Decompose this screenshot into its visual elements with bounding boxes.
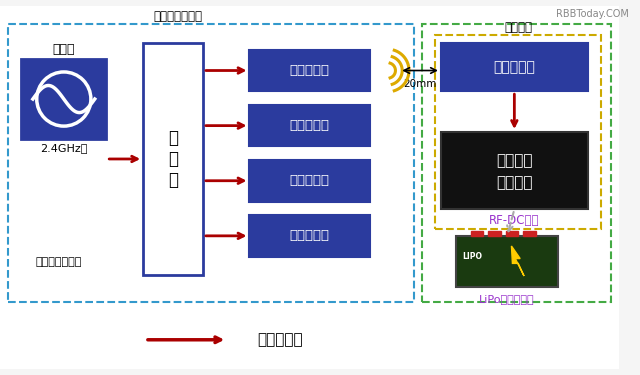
Text: ユニット: ユニット (496, 175, 532, 190)
Text: LIPO: LIPO (462, 252, 482, 261)
Bar (250, 105, 371, 146)
Bar (250, 160, 371, 201)
Text: 送電結合器: 送電結合器 (290, 64, 330, 77)
Text: RBBToday.COM: RBBToday.COM (556, 9, 629, 19)
Bar (488, 231, 501, 236)
Text: 受電結合器: 受電結合器 (493, 60, 535, 74)
Text: LiPoバッテリー: LiPoバッテリー (479, 294, 535, 304)
Text: 送電結合器: 送電結合器 (290, 119, 330, 132)
Bar (435, 35, 602, 229)
Text: バッテリー駆動: バッテリー駆動 (36, 257, 82, 267)
Bar (523, 231, 536, 236)
Polygon shape (511, 246, 524, 276)
Text: マイクロ波: マイクロ波 (257, 332, 303, 347)
Bar (8, 24, 414, 302)
Text: 整流回路: 整流回路 (496, 153, 532, 168)
Bar (506, 231, 518, 236)
Bar (456, 236, 558, 286)
Text: RF-DC変換: RF-DC変換 (489, 214, 540, 227)
Text: 2.4GHz帯: 2.4GHz帯 (40, 143, 88, 153)
Bar (422, 24, 611, 302)
Bar (441, 132, 588, 209)
Text: 20mm: 20mm (403, 79, 436, 89)
Text: 送電結合器: 送電結合器 (290, 230, 330, 242)
Bar (441, 43, 588, 91)
Bar (143, 43, 203, 275)
Text: 発振器: 発振器 (52, 43, 75, 56)
Text: レクテナ: レクテナ (504, 21, 532, 34)
Text: ベースラック側: ベースラック側 (154, 10, 203, 23)
Bar (471, 231, 483, 236)
Bar (250, 50, 371, 91)
Text: 切
替
器: 切 替 器 (168, 129, 178, 189)
Bar (250, 215, 371, 256)
Bar (21, 59, 106, 139)
Text: 送電結合器: 送電結合器 (290, 174, 330, 187)
